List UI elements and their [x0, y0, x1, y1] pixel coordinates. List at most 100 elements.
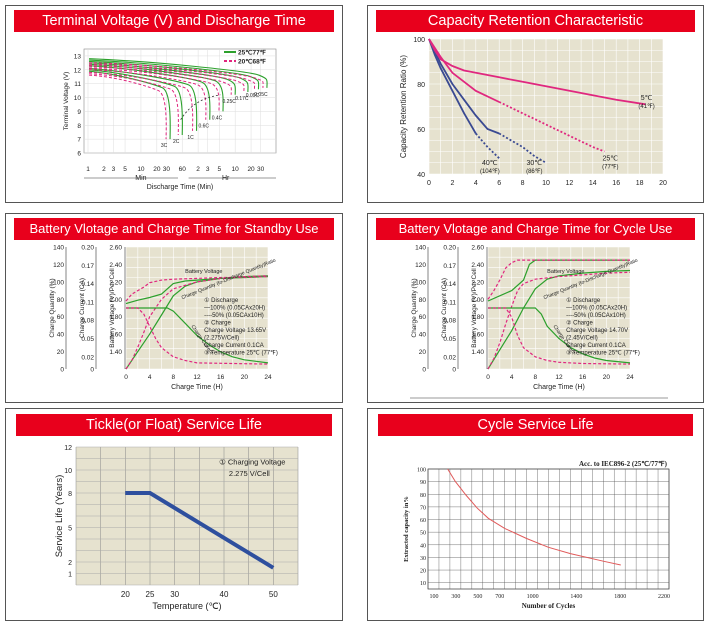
x-axis-label: Charge Time (H) — [171, 384, 223, 391]
curve-label: Battery Voltage — [185, 269, 222, 275]
y-tick-label: 80 — [417, 82, 425, 89]
x-tick-label: 60 — [179, 166, 187, 173]
y-axis-label: Extracted capacity in% — [403, 496, 410, 562]
y-tick-label: 60 — [419, 314, 427, 321]
x-tick-label: 16 — [612, 180, 620, 187]
series-line — [125, 275, 269, 370]
y-tick-label: 5 — [68, 526, 72, 533]
y-tick-label: 80 — [420, 493, 426, 499]
annotation: Acc. to IEC896-2 (25℃/77℉) — [579, 460, 668, 468]
y-tick-label: 20 — [420, 569, 426, 575]
series-line — [89, 63, 256, 90]
series-line — [89, 69, 207, 120]
y-tick-label: 60 — [420, 518, 426, 524]
y-axis-label: Service Life (Years) — [54, 475, 65, 558]
y-tick-label: 0.17 — [443, 263, 456, 270]
x-tick-label: 300 — [451, 594, 460, 600]
series-line — [126, 307, 269, 365]
x-tick-label: 8 — [521, 180, 525, 187]
y-tick-label: 2.40 — [471, 262, 484, 269]
y-axis-label: Capacity Retention Ratio (%) — [399, 55, 408, 158]
y-tick-label: 140 — [53, 245, 64, 252]
series-line — [487, 269, 631, 370]
y-tick-label: 40 — [417, 172, 425, 179]
y-tick-label: 0.08 — [81, 318, 94, 325]
note-line: ① Discharge — [204, 297, 239, 304]
x-tick-label: 1 — [86, 166, 90, 173]
y-tick-label: 20 — [419, 349, 427, 356]
x-tick-label: 30 — [170, 590, 179, 599]
chart-cycle-life: 10 20 30 40 50 60 70 80 90 100 100 300 500 700 1000 140… — [403, 460, 670, 610]
x-tick-label: 0 — [486, 374, 490, 381]
series-line — [89, 63, 224, 112]
y-tick-label: 0.14 — [443, 281, 456, 288]
series-line — [89, 58, 268, 88]
note-line: —100% (0.05CAx20H) — [204, 306, 265, 312]
y-tick-label: 100 — [413, 37, 425, 44]
x-tick-label: 10 — [137, 166, 145, 173]
note-line: ----50% (0.05CAx10H) — [204, 313, 264, 319]
x-tick-label: 12 — [193, 374, 201, 381]
y-tick-label: 0.02 — [443, 354, 456, 361]
panel-title: Cycle Service Life — [378, 414, 693, 436]
y-tick-label: 2.60 — [109, 245, 122, 252]
series-line — [487, 259, 630, 300]
x-tick-label: 5 — [217, 166, 221, 173]
note-line: ----50% (0.05CAx10H) — [566, 313, 626, 319]
series-line — [125, 491, 275, 570]
series-line — [89, 70, 171, 140]
panel-standby: Battery Vlotage and Charge Time for Stan… — [5, 213, 343, 403]
y-tick-label: 2.60 — [471, 245, 484, 252]
x-tick-label: 20 — [247, 166, 255, 173]
y-axis-label: Charge Quantity (%) — [49, 278, 56, 337]
legend-label: 25℃77℉ — [238, 49, 267, 57]
x-tick-label: 20 — [603, 374, 611, 381]
y-tick-label: 2.00 — [471, 297, 484, 304]
chart-standby: 0 4 8 12 16 20 24 Charge Time (H) 2.60 2.40 2.20 2.… — [49, 245, 278, 392]
rate-label: 2C — [173, 139, 180, 145]
y-tick-label: 0.05 — [443, 336, 456, 343]
y-tick-label: 11 — [74, 81, 81, 88]
series-label: 25℃ — [603, 156, 619, 163]
y-tick-label: 120 — [415, 262, 426, 269]
y-tick-label: 0 — [422, 367, 426, 374]
y-tick-label: 1.40 — [471, 349, 484, 356]
x-axis-label: Charge Time (H) — [533, 384, 585, 391]
rate-label: 0.6C — [198, 124, 209, 130]
series-sublabel: (104℉) — [480, 169, 500, 175]
y-tick-label: 0.11 — [444, 299, 457, 306]
series-sublabel: (86℉) — [526, 169, 542, 175]
cutoff-curve — [180, 94, 221, 120]
y-tick-label: 0.20 — [81, 245, 94, 252]
y-tick-label: 80 — [419, 297, 427, 304]
series-line — [89, 66, 232, 95]
series-line — [89, 59, 260, 90]
rate-label: 1C — [187, 135, 194, 141]
panel-title: Terminal Voltage (V) and Discharge Time — [14, 10, 334, 32]
y-tick-label: 2 — [68, 560, 72, 567]
y-tick-label: 2.00 — [109, 297, 122, 304]
series-line — [89, 71, 194, 131]
y-tick-label: 6 — [77, 151, 81, 158]
x-tick-label: 2 — [102, 166, 106, 173]
note-line: —100% (0.05CAx20H) — [566, 306, 627, 312]
panel-title: Battery Vlotage and Charge Time for Stan… — [14, 218, 334, 240]
series-line — [475, 132, 500, 159]
y-tick-label: 1.80 — [109, 314, 122, 321]
y-tick-label: 2.20 — [109, 279, 122, 286]
x-tick-label: 3 — [112, 166, 116, 173]
series-sublabel: (41℉) — [638, 104, 654, 110]
x-tick-label: 4 — [148, 374, 152, 381]
x-tick-label: 700 — [495, 594, 504, 600]
x-tick-label: 5 — [123, 166, 127, 173]
x-tick-label: 4 — [510, 374, 514, 381]
note-line: 2.275 V/Cell — [229, 469, 270, 478]
y-tick-label: 100 — [417, 468, 426, 474]
x-tick-label: 24 — [264, 374, 272, 381]
x-tick-label: 20 — [121, 590, 130, 599]
panel-discharge: Terminal Voltage (V) and Discharge Time … — [5, 5, 343, 203]
y-axis-label: Battery Voltage (V)/Per Cell — [109, 268, 116, 348]
series-line — [498, 132, 547, 164]
